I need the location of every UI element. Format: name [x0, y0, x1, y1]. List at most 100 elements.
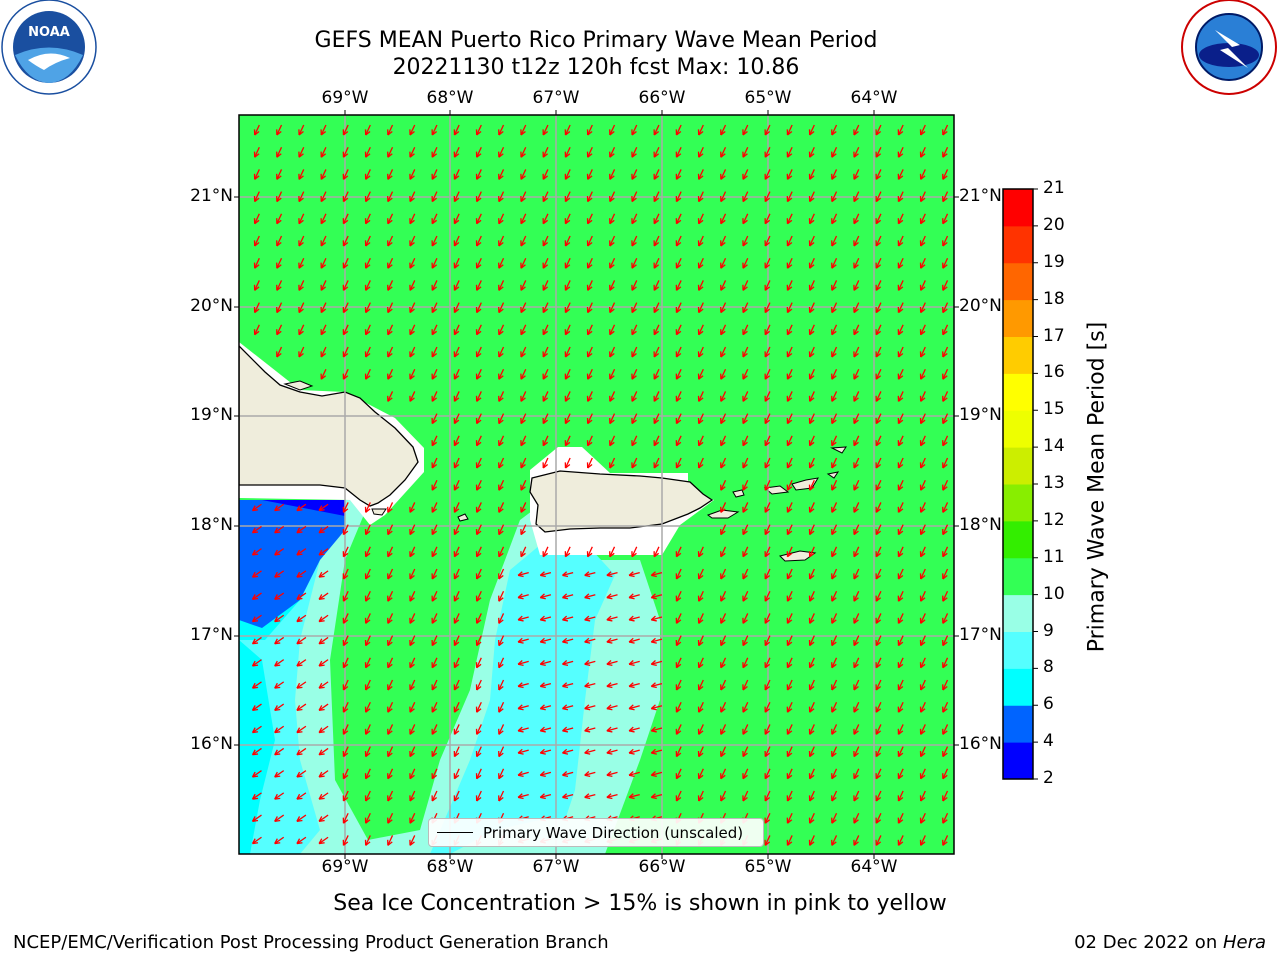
wave-arrow [808, 191, 815, 203]
wave-arrow [650, 593, 663, 600]
wave-arrow [631, 302, 638, 314]
wave-arrow [520, 324, 527, 336]
wave-arrow [475, 635, 482, 647]
wave-arrow [786, 257, 793, 269]
wave-arrow [453, 235, 460, 247]
wave-arrow [697, 568, 704, 580]
wave-arrow [409, 790, 416, 802]
wave-arrow [606, 793, 618, 800]
wave-arrow [764, 568, 771, 580]
wave-arrow [539, 571, 552, 578]
wave-arrow [539, 637, 552, 644]
wave-arrow [675, 191, 682, 203]
wave-arrow [942, 790, 949, 802]
wave-arrow [276, 146, 283, 158]
wave-arrow [631, 413, 638, 425]
wave-arrow [628, 593, 640, 600]
colorbar-swatch [1003, 373, 1033, 411]
wave-arrow [431, 613, 438, 624]
wave-arrow [409, 679, 416, 691]
wave-arrow [653, 368, 660, 380]
wave-arrow [562, 682, 574, 689]
wave-arrow [364, 590, 371, 602]
wave-arrow [584, 771, 596, 777]
map-tick-marks [234, 110, 959, 859]
wave-arrow [853, 169, 860, 180]
wave-arrow [586, 191, 593, 203]
wave-arrow [520, 502, 527, 513]
wave-arrow [387, 213, 394, 225]
wave-arrow [409, 546, 416, 558]
map-frame [238, 114, 955, 855]
colorbar-swatch [1003, 410, 1033, 448]
wave-arrow [517, 571, 529, 578]
wave-arrow [431, 479, 438, 491]
wave-arrow [564, 280, 571, 291]
wave-arrow [853, 635, 860, 647]
wave-arrow [606, 637, 618, 644]
wave-arrow [831, 635, 838, 647]
wave-arrow [387, 768, 394, 780]
wave-arrow [875, 257, 882, 269]
wave-arrow [675, 613, 682, 624]
wave-arrow [564, 391, 571, 402]
wave-arrow [387, 701, 394, 713]
wave-arrow [318, 614, 329, 623]
wave-arrow [387, 790, 394, 802]
wave-arrow [498, 346, 505, 358]
wave-arrow [919, 524, 926, 536]
wave-arrow [720, 213, 727, 225]
wave-arrow [628, 571, 640, 578]
wave-arrow [251, 548, 262, 556]
wave-arrow [431, 724, 438, 735]
wave-arrow [786, 835, 793, 846]
wave-arrow [942, 768, 949, 780]
wave-arrow [875, 235, 882, 247]
wave-arrow [606, 660, 618, 666]
wave-arrow [764, 413, 771, 425]
wave-arrow [764, 346, 771, 358]
wave-arrow [742, 613, 749, 624]
wave-arrow [853, 790, 860, 802]
wave-arrow [409, 724, 416, 735]
wave-arrow [431, 302, 438, 314]
wave-arrow [919, 657, 926, 669]
wave-arrow [720, 191, 727, 203]
wave-arrow [498, 613, 505, 624]
tortuga-island [283, 380, 314, 391]
wave-arrow [675, 790, 682, 802]
lat-tick-left-5: 17°N [190, 625, 233, 645]
wave-arrow [631, 280, 638, 291]
wave-arrow [342, 701, 349, 713]
wave-arrow [831, 679, 838, 691]
wave-arrow [831, 257, 838, 269]
wave-arrow [675, 302, 682, 314]
wave-arrow [897, 146, 904, 158]
wave-arrow [564, 435, 571, 447]
wave-arrow [764, 701, 771, 713]
wave-arrow [251, 592, 262, 600]
wave-arrow [898, 858, 903, 868]
wave-arrow [298, 169, 305, 180]
wave-arrow [431, 435, 438, 447]
wave-arrow [897, 657, 904, 669]
wave-arrow [919, 724, 926, 735]
wave-arrow [720, 746, 727, 758]
wave-arrow [498, 391, 505, 402]
wave-arrow [675, 568, 682, 580]
wave-arrow [251, 525, 262, 534]
wave-arrow [606, 615, 618, 622]
wave-arrow [498, 124, 505, 136]
wave-arrow [276, 324, 283, 336]
wave-arrow [919, 457, 926, 469]
wave-arrow [897, 435, 904, 447]
wave-arrow [853, 257, 860, 269]
wave-arrow [919, 546, 926, 558]
wave-arrow [318, 592, 329, 600]
wave-arrow [764, 546, 771, 558]
wave-arrow [609, 368, 616, 380]
wave-arrow [431, 280, 438, 291]
wave-arrow [675, 546, 682, 558]
wave-arrow [387, 524, 394, 536]
wave-arrow [742, 790, 749, 802]
